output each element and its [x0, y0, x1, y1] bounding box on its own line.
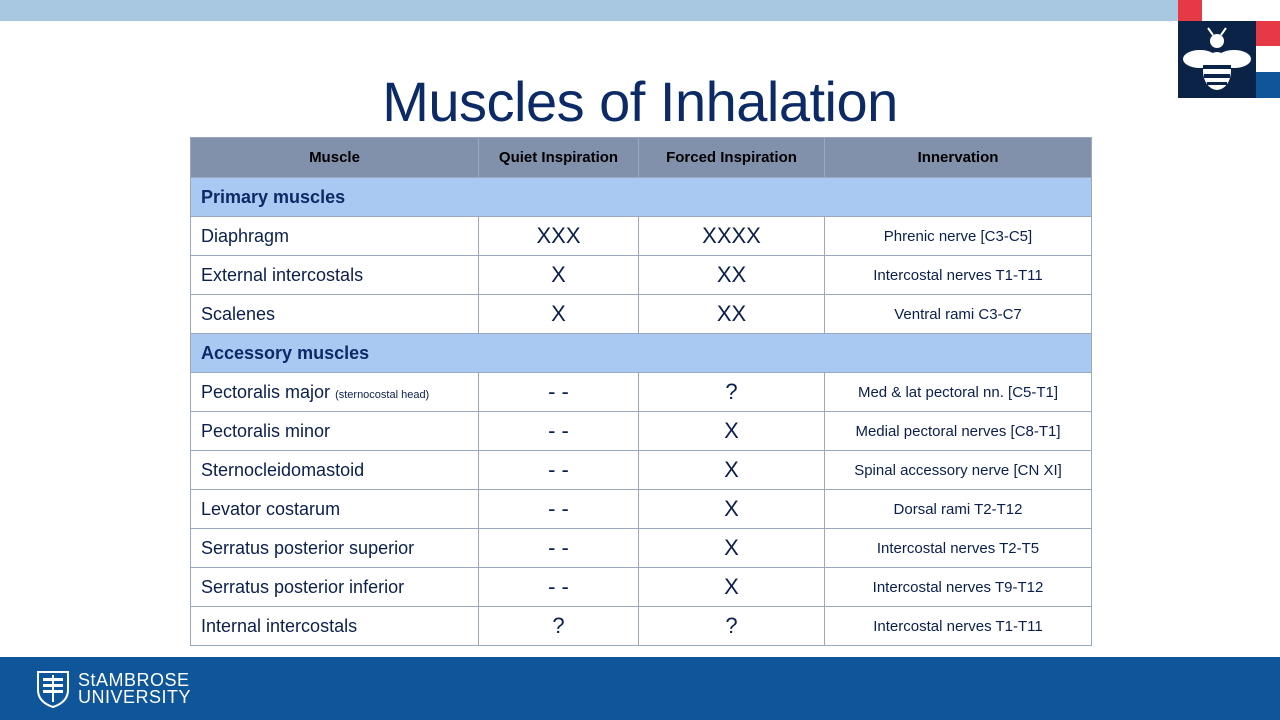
muscle-name: Pectoralis minor — [190, 411, 479, 451]
muscle-name: External intercostals — [190, 255, 479, 295]
muscle-name: Internal intercostals — [190, 606, 479, 646]
table-row: Sternocleidomastoid - - X Spinal accesso… — [190, 450, 1092, 490]
forced-value: XX — [638, 294, 825, 334]
bee-icon — [1183, 27, 1251, 90]
muscle-name-text: Pectoralis major — [201, 381, 331, 402]
footer-band: StAMBROSE UNIVERSITY — [0, 657, 1280, 720]
quiet-value: - - — [478, 372, 639, 412]
section-label: Accessory muscles — [190, 333, 1092, 373]
innervation-value: Intercostal nerves T2-T5 — [824, 528, 1092, 568]
table-row: Diaphragm XXX XXXX Phrenic nerve [C3-C5] — [190, 216, 1092, 256]
table-row: Serratus posterior superior - - X Interc… — [190, 528, 1092, 568]
innervation-value: Intercostal nerves T1-T11 — [824, 606, 1092, 646]
forced-value: ? — [638, 606, 825, 646]
innervation-value: Intercostal nerves T1-T11 — [824, 255, 1092, 295]
innervation-value: Dorsal rami T2-T12 — [824, 489, 1092, 529]
innervation-value: Medial pectoral nerves [C8-T1] — [824, 411, 1092, 451]
muscle-name: Sternocleidomastoid — [190, 450, 479, 490]
table-row: Levator costarum - - X Dorsal rami T2-T1… — [190, 489, 1092, 529]
table-row: Internal intercostals ? ? Intercostal ne… — [190, 606, 1092, 646]
muscle-name: Scalenes — [190, 294, 479, 334]
header-forced-inspiration: Forced Inspiration — [638, 137, 825, 178]
university-name-line2: UNIVERSITY — [78, 687, 192, 707]
shield-icon — [37, 671, 69, 708]
slide-title: Muscles of Inhalation — [382, 70, 898, 133]
forced-value: XX — [638, 255, 825, 295]
muscle-name-note: (sternocostal head) — [335, 388, 430, 401]
university-name: StAMBROSE UNIVERSITY — [78, 670, 192, 707]
innervation-value: Spinal accessory nerve [CN XI] — [824, 450, 1092, 490]
table-row: Pectoralis minor - - X Medial pectoral n… — [190, 411, 1092, 451]
quiet-value: - - — [478, 528, 639, 568]
bee-logo — [1178, 0, 1280, 98]
table-header-row: Muscle Quiet Inspiration Forced Inspirat… — [190, 137, 1092, 178]
muscles-table: Muscle Quiet Inspiration Forced Inspirat… — [190, 137, 1092, 646]
header-muscle: Muscle — [190, 137, 479, 178]
quiet-value: XXX — [478, 216, 639, 256]
table-row: Scalenes X XX Ventral rami C3-C7 — [190, 294, 1092, 334]
innervation-value: Intercostal nerves T9-T12 — [824, 567, 1092, 607]
quiet-value: - - — [478, 567, 639, 607]
quiet-value: X — [478, 294, 639, 334]
muscle-name: Serratus posterior superior — [190, 528, 479, 568]
forced-value: X — [638, 567, 825, 607]
quiet-value: - - — [478, 489, 639, 529]
muscle-name: Serratus posterior inferior — [190, 567, 479, 607]
forced-value: X — [638, 450, 825, 490]
forced-value: X — [638, 411, 825, 451]
innervation-value: Med & lat pectoral nn. [C5-T1] — [824, 372, 1092, 412]
section-row-accessory: Accessory muscles — [190, 333, 1092, 373]
header-innervation: Innervation — [824, 137, 1092, 178]
muscle-name: Levator costarum — [190, 489, 479, 529]
table-row: Pectoralis major (sternocostal head) - -… — [190, 372, 1092, 412]
university-name-line1: StAMBROSE — [78, 670, 190, 690]
forced-value: ? — [638, 372, 825, 412]
university-logo: StAMBROSE UNIVERSITY — [36, 670, 191, 708]
table-row: Serratus posterior inferior - - X Interc… — [190, 567, 1092, 607]
muscle-name: Pectoralis major (sternocostal head) — [190, 372, 479, 412]
forced-value: X — [638, 528, 825, 568]
forced-value: XXXX — [638, 216, 825, 256]
innervation-value: Phrenic nerve [C3-C5] — [824, 216, 1092, 256]
quiet-value: ? — [478, 606, 639, 646]
muscle-name: Diaphragm — [190, 216, 479, 256]
innervation-value: Ventral rami C3-C7 — [824, 294, 1092, 334]
quiet-value: - - — [478, 411, 639, 451]
section-row-primary: Primary muscles — [190, 177, 1092, 217]
quiet-value: - - — [478, 450, 639, 490]
header-band — [0, 0, 1178, 21]
table-row: External intercostals X XX Intercostal n… — [190, 255, 1092, 295]
section-label: Primary muscles — [190, 177, 1092, 217]
header-quiet-inspiration: Quiet Inspiration — [478, 137, 639, 178]
forced-value: X — [638, 489, 825, 529]
quiet-value: X — [478, 255, 639, 295]
